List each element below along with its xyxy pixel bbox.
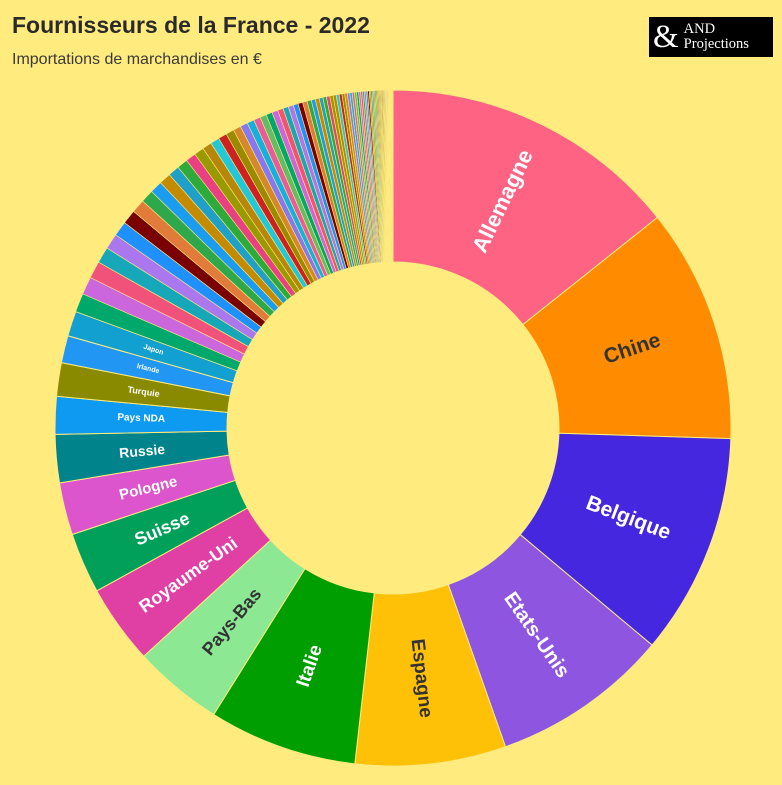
- slice-chine[interactable]: [522, 216, 732, 440]
- chart-title: Fournisseurs de la France - 2022: [12, 12, 370, 38]
- label-russie: Russie: [118, 441, 165, 461]
- and-projections-logo: & AND Projections: [649, 17, 773, 57]
- logo-text: AND Projections: [684, 22, 749, 52]
- slice-allemagne[interactable]: [392, 89, 659, 326]
- logo-line-1: AND: [683, 21, 716, 37]
- logo-line-2: Projections: [683, 36, 749, 52]
- chart-subtitle: Importations de marchandises en €: [12, 51, 262, 68]
- label-turquie: Turquie: [127, 384, 160, 399]
- label-pays-nda: Pays NDA: [117, 412, 165, 425]
- ampersand-logo-glyph: &: [653, 18, 679, 55]
